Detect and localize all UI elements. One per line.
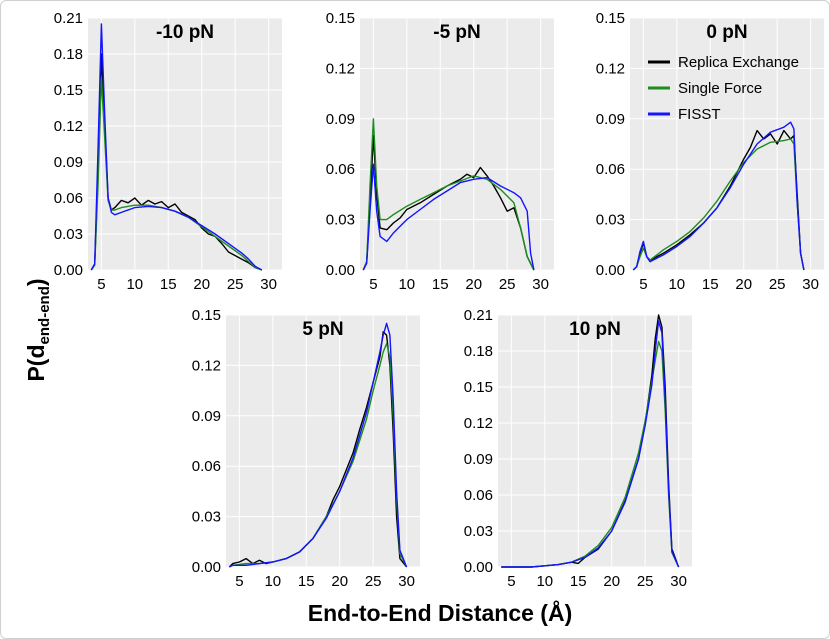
x-tick-label: 5 xyxy=(507,573,515,590)
y-tick-label: 0.06 xyxy=(464,487,493,504)
plot-background xyxy=(498,315,692,567)
x-tick-label: 5 xyxy=(235,573,243,590)
x-tick-label: 10 xyxy=(398,276,415,293)
x-tick-label: 30 xyxy=(802,276,819,293)
panel-1: 0.00 0.03 0.06 0.09 0.12 0.15 0.18 0.21 5 10 15 20 2… xyxy=(54,10,282,293)
x-tick-label: 20 xyxy=(465,276,482,293)
series-line-single-force xyxy=(632,138,805,271)
x-tick-label: 5 xyxy=(369,276,377,293)
series-line-fisst xyxy=(632,121,805,271)
y-tick-label: 0.21 xyxy=(464,307,493,324)
x-tick-label: 15 xyxy=(160,276,177,293)
y-tick-label: 0.21 xyxy=(54,10,83,27)
series-line-single-force xyxy=(90,77,263,271)
y-tick-label: 0.12 xyxy=(192,357,221,374)
series-line-single-force xyxy=(362,118,535,271)
y-tick-label: 0.06 xyxy=(192,458,221,475)
y-tick-label: 0.03 xyxy=(596,212,625,229)
y-tick-label: 0.00 xyxy=(464,559,493,576)
x-tick-label: 25 xyxy=(227,276,244,293)
y-tick-label: 0.09 xyxy=(464,451,493,468)
x-tick-label: 15 xyxy=(298,573,315,590)
x-axis-label: End-to-End Distance (Å) xyxy=(308,599,573,626)
panel-title: -10 pN xyxy=(156,22,214,43)
x-tick-label: 15 xyxy=(702,276,719,293)
legend-label: FISST xyxy=(678,106,721,123)
y-tick-label: 0.00 xyxy=(596,262,625,279)
y-tick-label: 0.12 xyxy=(326,60,355,77)
y-tick-label: 0.06 xyxy=(596,161,625,178)
y-axis-label: P(dend-end) xyxy=(23,278,53,381)
y-tick-label: 0.00 xyxy=(192,559,221,576)
x-tick-label: 10 xyxy=(536,573,553,590)
y-tick-label: 0.15 xyxy=(192,307,221,324)
plot-background xyxy=(360,18,554,270)
x-tick-label: 20 xyxy=(735,276,752,293)
y-axis-label-main: P(d xyxy=(23,344,49,381)
x-tick-label: 10 xyxy=(264,573,281,590)
x-tick-label: 15 xyxy=(432,276,449,293)
plot-background xyxy=(226,315,420,567)
y-tick-label: 0.03 xyxy=(326,212,355,229)
x-tick-label: 25 xyxy=(365,573,382,590)
y-tick-label: 0.15 xyxy=(54,82,83,99)
x-tick-label: 5 xyxy=(639,276,647,293)
y-tick-label: 0.00 xyxy=(54,262,83,279)
x-tick-label: 20 xyxy=(603,573,620,590)
y-tick-label: 0.18 xyxy=(54,46,83,63)
y-axis-label-sub: end-end xyxy=(36,286,53,344)
plot-background xyxy=(88,18,282,270)
panel-2: 0.00 0.03 0.06 0.09 0.12 0.15 5 10 15 20 25 30 -5 pN xyxy=(326,10,554,293)
y-tick-label: 0.03 xyxy=(464,523,493,540)
panel-3: 0.00 0.03 0.06 0.09 0.12 0.15 5 10 15 20 25 30 0 pN xyxy=(596,10,824,293)
panel-5: 0.00 0.03 0.06 0.09 0.12 0.15 0.18 0.21 5 10 15 20 2… xyxy=(464,307,692,590)
series-line-fisst xyxy=(228,322,408,568)
series-line-fisst xyxy=(501,320,680,568)
panel-title: 5 pN xyxy=(302,319,343,340)
x-tick-label: 5 xyxy=(97,276,105,293)
x-tick-label: 10 xyxy=(126,276,143,293)
y-tick-label: 0.03 xyxy=(54,226,83,243)
x-tick-label: 30 xyxy=(398,573,415,590)
x-tick-label: 25 xyxy=(637,573,654,590)
series-line-fisst xyxy=(90,23,263,271)
panel-title: 10 pN xyxy=(569,319,621,340)
y-tick-label: 0.06 xyxy=(54,190,83,207)
x-tick-label: 10 xyxy=(668,276,685,293)
y-tick-label: 0.15 xyxy=(464,379,493,396)
legend-label: Single Force xyxy=(678,80,762,97)
y-tick-label: 0.12 xyxy=(464,415,493,432)
legend: Replica Exchange Single Force FISST xyxy=(648,54,799,123)
y-tick-label: 0.06 xyxy=(326,161,355,178)
x-tick-label: 25 xyxy=(499,276,516,293)
y-tick-label: 0.15 xyxy=(596,10,625,27)
plot-background xyxy=(630,18,824,270)
x-tick-label: 20 xyxy=(331,573,348,590)
series-line-fisst xyxy=(362,163,535,271)
x-tick-label: 15 xyxy=(570,573,587,590)
y-tick-label: 0.09 xyxy=(596,111,625,128)
x-tick-label: 30 xyxy=(532,276,549,293)
x-tick-label: 20 xyxy=(193,276,210,293)
y-tick-label: 0.09 xyxy=(54,154,83,171)
y-tick-label: 0.09 xyxy=(192,408,221,425)
x-tick-label: 30 xyxy=(670,573,687,590)
y-tick-label: 0.12 xyxy=(596,60,625,77)
panel-title: -5 pN xyxy=(433,22,481,43)
y-tick-label: 0.18 xyxy=(464,343,493,360)
x-tick-label: 30 xyxy=(260,276,277,293)
panel-4: 0.00 0.03 0.06 0.09 0.12 0.15 5 10 15 20 25 30 5 pN xyxy=(192,307,420,590)
y-tick-label: 0.12 xyxy=(54,118,83,135)
y-tick-label: 0.03 xyxy=(192,509,221,526)
x-tick-label: 25 xyxy=(769,276,786,293)
y-tick-label: 0.00 xyxy=(326,262,355,279)
y-tick-label: 0.15 xyxy=(326,10,355,27)
legend-label: Replica Exchange xyxy=(678,54,799,71)
y-axis-label-close: ) xyxy=(23,278,49,286)
y-tick-label: 0.09 xyxy=(326,111,355,128)
panel-title: 0 pN xyxy=(706,22,747,43)
